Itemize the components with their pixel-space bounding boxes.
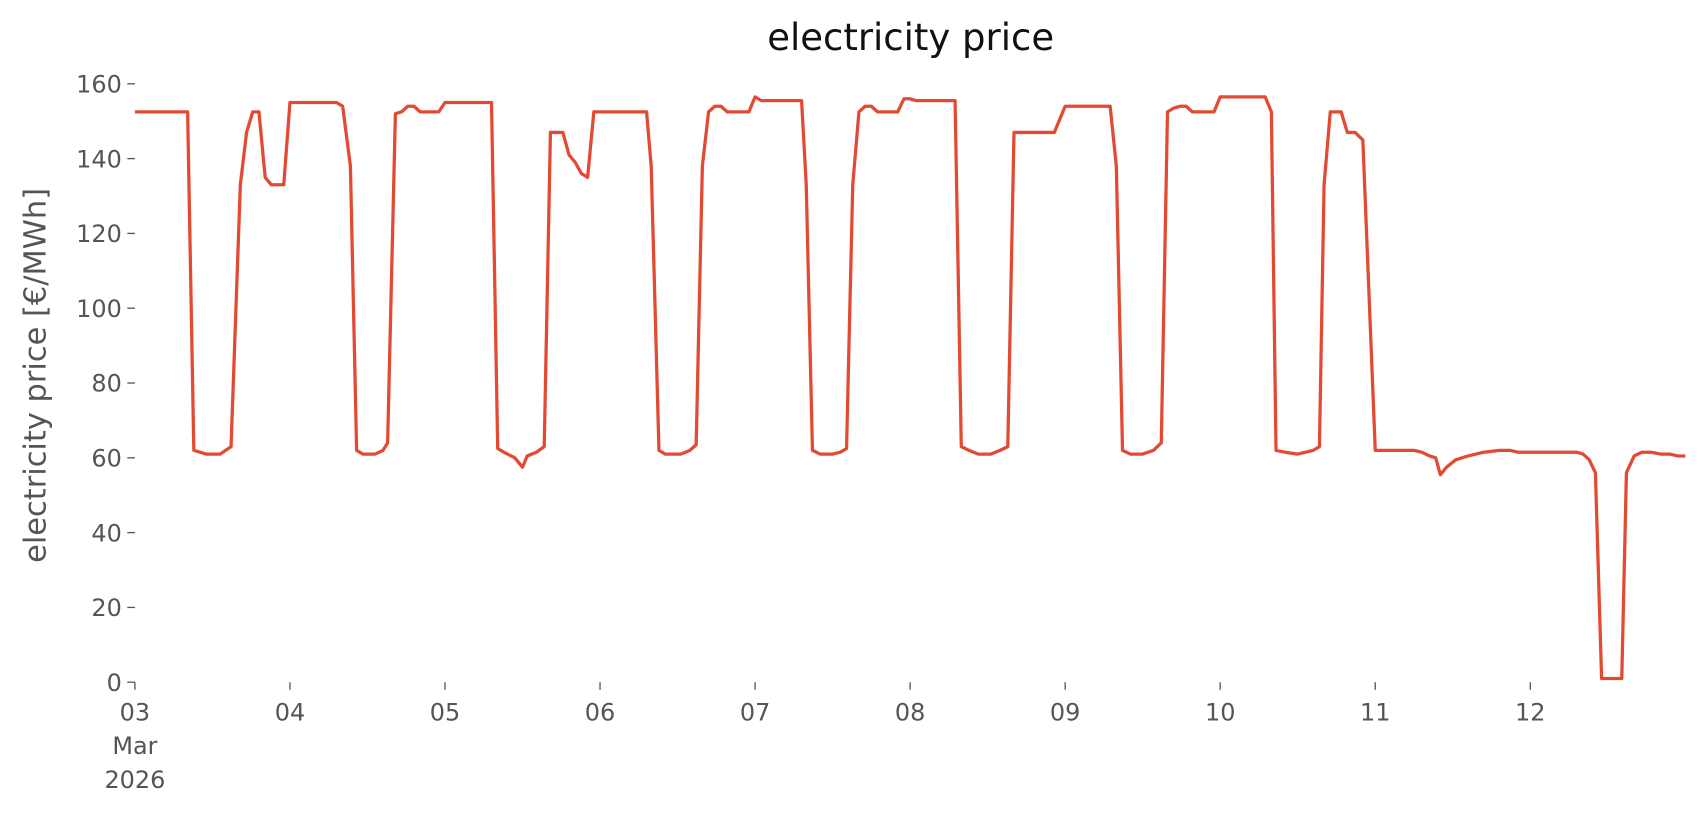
x-tick-label: 12 — [1515, 698, 1545, 726]
y-tick-label: 40 — [91, 519, 121, 547]
y-axis-label: electricity price [€/MWh] — [19, 188, 54, 563]
y-tick-label: 160 — [76, 71, 122, 99]
y-tick-label: 0 — [107, 669, 122, 697]
y-tick-label: 80 — [91, 370, 121, 398]
y-tick-label: 120 — [76, 220, 122, 248]
x-tick-label: 04 — [275, 698, 305, 726]
y-tick-label: 60 — [91, 445, 121, 473]
x-tick-label: 03 Mar 2026 — [104, 698, 165, 793]
x-tick-label: 08 — [895, 698, 925, 726]
x-tick-label: 05 — [430, 698, 460, 726]
y-tick-label: 140 — [76, 145, 122, 173]
chart-title: electricity price — [767, 16, 1054, 59]
x-tick-label: 11 — [1360, 698, 1390, 726]
y-tick-label: 20 — [91, 594, 121, 622]
x-tick-label: 10 — [1205, 698, 1235, 726]
x-tick-label: 07 — [740, 698, 770, 726]
x-tick-label: 06 — [585, 698, 615, 726]
price-line — [134, 95, 1686, 681]
x-tick-label: 09 — [1050, 698, 1080, 726]
y-tick-label: 100 — [76, 295, 122, 323]
